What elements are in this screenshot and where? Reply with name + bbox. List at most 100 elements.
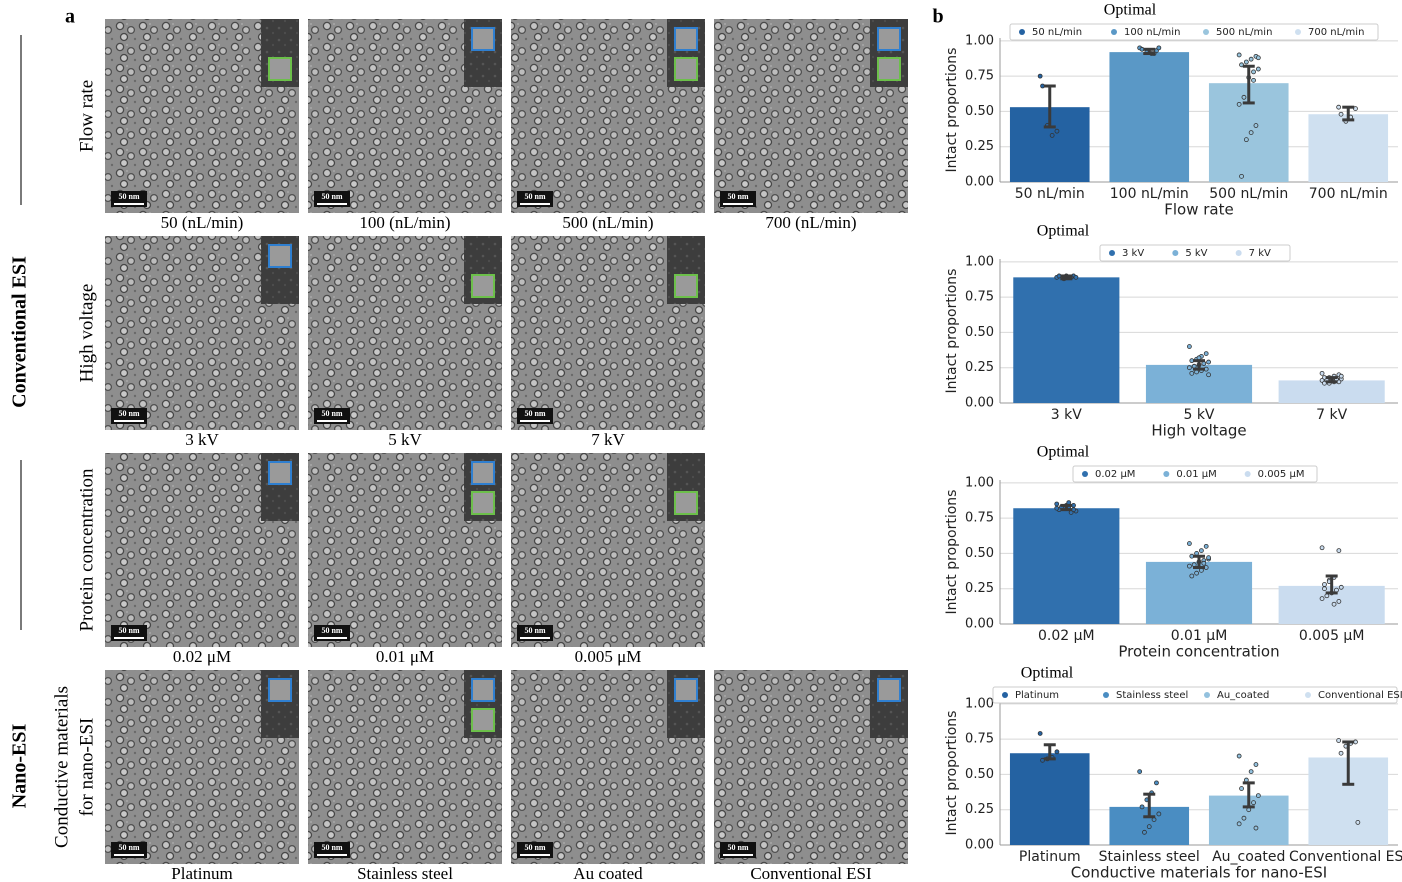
legend-label: 50 nL/min <box>1032 27 1082 38</box>
data-point <box>1156 45 1162 51</box>
scale-bar-label: 50 nm <box>321 409 342 418</box>
image-caption: 5 kV <box>388 430 422 449</box>
legend-label: 5 kV <box>1185 248 1207 259</box>
legend <box>992 686 1398 704</box>
data-point <box>1319 370 1325 376</box>
data-point <box>1338 750 1344 756</box>
data-point <box>1054 749 1060 755</box>
y-tick-label: 0.00 <box>965 617 994 632</box>
panel-label: b <box>932 6 943 28</box>
x-tick-label: 5 kV <box>1183 407 1214 423</box>
legend <box>1072 465 1318 483</box>
inset-box <box>471 461 495 485</box>
legend-marker <box>1109 250 1115 256</box>
bar <box>1278 380 1385 403</box>
x-tick-label: 700 nL/min <box>1309 186 1388 202</box>
y-tick-label: 0.25 <box>965 360 994 375</box>
chart-title: Optimal <box>1021 665 1074 682</box>
y-tick-label: 0.25 <box>965 139 994 154</box>
legend-marker <box>1019 29 1025 35</box>
y-axis-label: Intact proportions <box>944 490 960 615</box>
data-point <box>1336 104 1342 110</box>
data-point <box>1255 55 1261 61</box>
inset-box <box>877 27 901 51</box>
data-point <box>1156 811 1162 817</box>
image-caption: Au coated <box>573 864 643 882</box>
data-point <box>1241 94 1247 100</box>
x-tick-label: 0.02 μM <box>1038 628 1095 644</box>
inset-box <box>674 57 698 81</box>
data-point <box>1336 738 1342 743</box>
inset-box <box>471 491 495 515</box>
y-tick-label: 0.50 <box>965 325 994 340</box>
group-label: Nano-ESI <box>9 724 31 809</box>
data-point <box>1137 769 1143 774</box>
legend-marker <box>1244 471 1251 477</box>
data-point <box>1338 584 1344 590</box>
inset-box <box>674 274 698 298</box>
scale-bar-label: 50 nm <box>321 626 342 635</box>
legend-label: 7 kV <box>1249 248 1271 259</box>
data-point <box>1206 555 1211 561</box>
data-point <box>1336 599 1342 604</box>
data-point <box>1253 123 1259 128</box>
legend-label: 0.005 μM <box>1258 469 1305 480</box>
y-tick-label: 0.75 <box>965 290 994 305</box>
y-tick-label: 0.00 <box>965 175 994 190</box>
y-axis-label: Intact proportions <box>944 711 960 836</box>
y-axis-label: Intact proportions <box>944 269 960 394</box>
bar <box>1145 561 1253 624</box>
inset-box <box>268 57 292 81</box>
data-point <box>1236 101 1242 107</box>
data-point <box>1189 573 1195 579</box>
x-tick-label: 50 nL/min <box>1015 186 1085 202</box>
data-point <box>1251 69 1256 75</box>
data-point <box>1355 820 1361 825</box>
data-point <box>1187 563 1192 569</box>
legend-marker <box>1163 471 1170 477</box>
data-point <box>1239 786 1244 791</box>
legend-label: 500 nL/min <box>1216 27 1272 38</box>
legend-label: 0.01 μM <box>1176 469 1216 480</box>
row-label: Protein concentration <box>76 468 97 632</box>
y-tick-label: 0.50 <box>965 546 994 561</box>
x-tick-label: 0.005 μM <box>1299 628 1365 644</box>
data-point <box>1054 128 1060 134</box>
data-point <box>1253 825 1259 831</box>
legend <box>1009 23 1379 41</box>
chart-title: Optimal <box>1037 444 1090 461</box>
legend-label: 0.02 μM <box>1095 469 1135 480</box>
bar <box>1013 508 1120 624</box>
image-caption: 50 (nL/min) <box>161 213 244 232</box>
row-label: for nano-ESI <box>76 718 97 817</box>
x-axis-label: Conductive materials for nano-ESI <box>1071 864 1327 882</box>
image-caption: 0.005 μM <box>575 647 642 666</box>
data-point <box>1255 793 1261 798</box>
scale-bar-label: 50 nm <box>118 409 139 418</box>
data-point <box>1338 111 1344 117</box>
y-tick-label: 0.00 <box>965 838 994 853</box>
legend-label: 100 nL/min <box>1124 27 1180 38</box>
scale-bar-label: 50 nm <box>727 192 748 201</box>
scale-bar-label: 50 nm <box>524 626 545 635</box>
data-point <box>1322 586 1327 592</box>
data-point <box>1336 548 1342 553</box>
image-caption: 700 (nL/min) <box>765 213 856 232</box>
x-tick-label: Conventional ESI <box>1289 849 1402 865</box>
data-point <box>1187 344 1192 349</box>
data-point <box>1187 541 1192 546</box>
scale-bar-label: 50 nm <box>524 409 545 418</box>
x-tick-label: 3 kV <box>1051 407 1082 423</box>
legend-label: Stainless steel <box>1116 690 1188 701</box>
data-point <box>1251 77 1256 83</box>
x-tick-label: 0.01 μM <box>1171 628 1228 644</box>
legend-marker <box>1103 692 1109 698</box>
legend-label: Conventional ESI <box>1318 690 1402 701</box>
data-point <box>1331 601 1337 607</box>
image-caption: 7 kV <box>591 430 625 449</box>
y-tick-label: 1.00 <box>965 475 994 490</box>
x-tick-label: 100 nL/min <box>1110 186 1189 202</box>
row-label: High voltage <box>76 284 97 383</box>
scale-bar-label: 50 nm <box>321 843 342 852</box>
data-point <box>1139 804 1145 810</box>
